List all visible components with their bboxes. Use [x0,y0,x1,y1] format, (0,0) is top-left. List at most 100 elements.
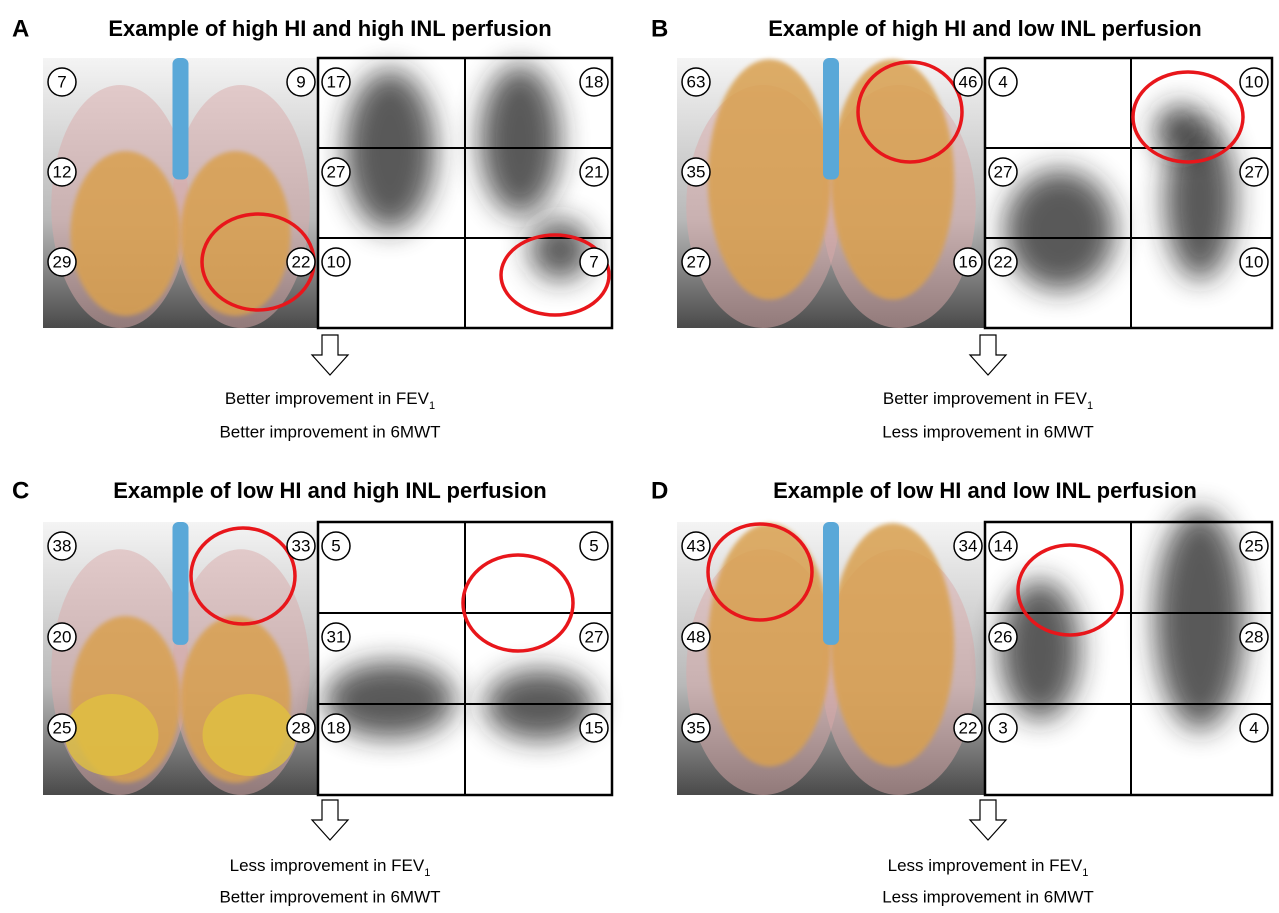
number-badge [681,531,711,561]
number-label: 22 [994,252,1013,271]
number-badge [953,531,983,561]
number-label: 28 [292,718,311,737]
number-label: 31 [327,627,346,646]
perfusion-blob [1005,170,1115,290]
number-label: 18 [327,718,346,737]
panel: A Example of high HI and high INL perfusi… [12,15,614,441]
panel: C Example of low HI and high INL perfusio… [12,477,614,906]
number-badge [47,157,77,187]
number-label: 27 [1245,162,1264,181]
emphysema [70,151,181,316]
number-badge [47,713,77,743]
number-label: 4 [1249,718,1258,737]
number-label: 34 [959,536,978,555]
panel-letter: C [12,477,29,504]
number-label: 25 [1245,536,1264,555]
number-label: 27 [994,162,1013,181]
trachea [172,58,189,180]
number-label: 35 [687,718,706,737]
number-label: 12 [53,162,72,181]
number-badge [988,157,1018,187]
emphysema [202,693,296,776]
highlight-circle [1016,543,1124,637]
outcome-6mwt: Less improvement in 6MWT [882,422,1094,441]
perfusion-blob [480,65,560,215]
number-badge [321,247,351,277]
number-label: 5 [331,536,340,555]
number-badge [47,531,77,561]
down-arrow [968,799,1008,841]
emphysema [831,523,955,767]
highlight-circle [856,60,964,164]
number-badge [321,622,351,652]
emphysema [831,59,955,300]
number-badge [579,67,609,97]
panel-letter: D [651,477,668,504]
perfusion-blob [325,662,455,738]
number-badge [321,713,351,743]
emphysema [707,59,832,300]
number-label: 22 [959,718,978,737]
number-badge [988,713,1018,743]
highlight-circle [706,522,814,622]
number-label: 46 [959,72,978,91]
outcome-6mwt: Better improvement in 6MWT [219,422,440,441]
number-badge [681,67,711,97]
number-label: 14 [994,536,1013,555]
outcome-fev-text: Better improvement in FEV [883,389,1088,408]
down-arrow [310,799,350,841]
number-label: 9 [296,72,305,91]
perfusion-blob [1165,120,1235,280]
trachea [823,58,839,180]
down-arrow [968,334,1008,376]
perfusion-blob [345,70,435,230]
number-label: 27 [687,252,706,271]
number-label: 20 [53,627,72,646]
number-badge [286,247,316,277]
number-label: 28 [1245,627,1264,646]
outcome-fev: Less improvement in FEV1 [888,856,1089,878]
number-label: 43 [687,536,706,555]
panel-letter: A [12,15,29,42]
number-label: 10 [1245,252,1264,271]
panel-letter: B [651,15,668,42]
number-label: 3 [998,718,1007,737]
number-label: 10 [1245,72,1264,91]
outcome-fev-sub: 1 [1082,867,1088,879]
number-badge [1239,157,1269,187]
number-badge [579,622,609,652]
number-label: 7 [589,252,598,271]
number-badge [953,713,983,743]
number-badge [47,247,77,277]
outcome-fev: Less improvement in FEV1 [230,856,431,878]
number-badge [681,247,711,277]
number-label: 7 [57,72,66,91]
number-badge [47,622,77,652]
outcome-6mwt: Less improvement in 6MWT [882,887,1094,906]
grid-frame [983,56,1274,330]
outcome-fev-text: Less improvement in FEV [230,856,425,875]
emphysema [180,151,291,316]
number-label: 35 [687,162,706,181]
number-badge [321,157,351,187]
outcome-fev-sub: 1 [429,400,435,412]
number-badge [579,713,609,743]
number-badge [681,713,711,743]
number-badge [321,67,351,97]
number-label: 5 [589,536,598,555]
number-badge [579,157,609,187]
outcome-fev-text: Better improvement in FEV [225,389,430,408]
number-label: 4 [998,72,1007,91]
number-label: 26 [994,627,1013,646]
number-label: 27 [327,162,346,181]
perfusion-blob [530,220,590,280]
outcome-fev-sub: 1 [424,867,430,879]
number-badge [579,531,609,561]
number-badge [579,247,609,277]
number-badge [953,247,983,277]
number-badge [988,531,1018,561]
number-badge [988,67,1018,97]
outcome-fev: Better improvement in FEV1 [883,389,1093,411]
emphysema [65,693,159,776]
